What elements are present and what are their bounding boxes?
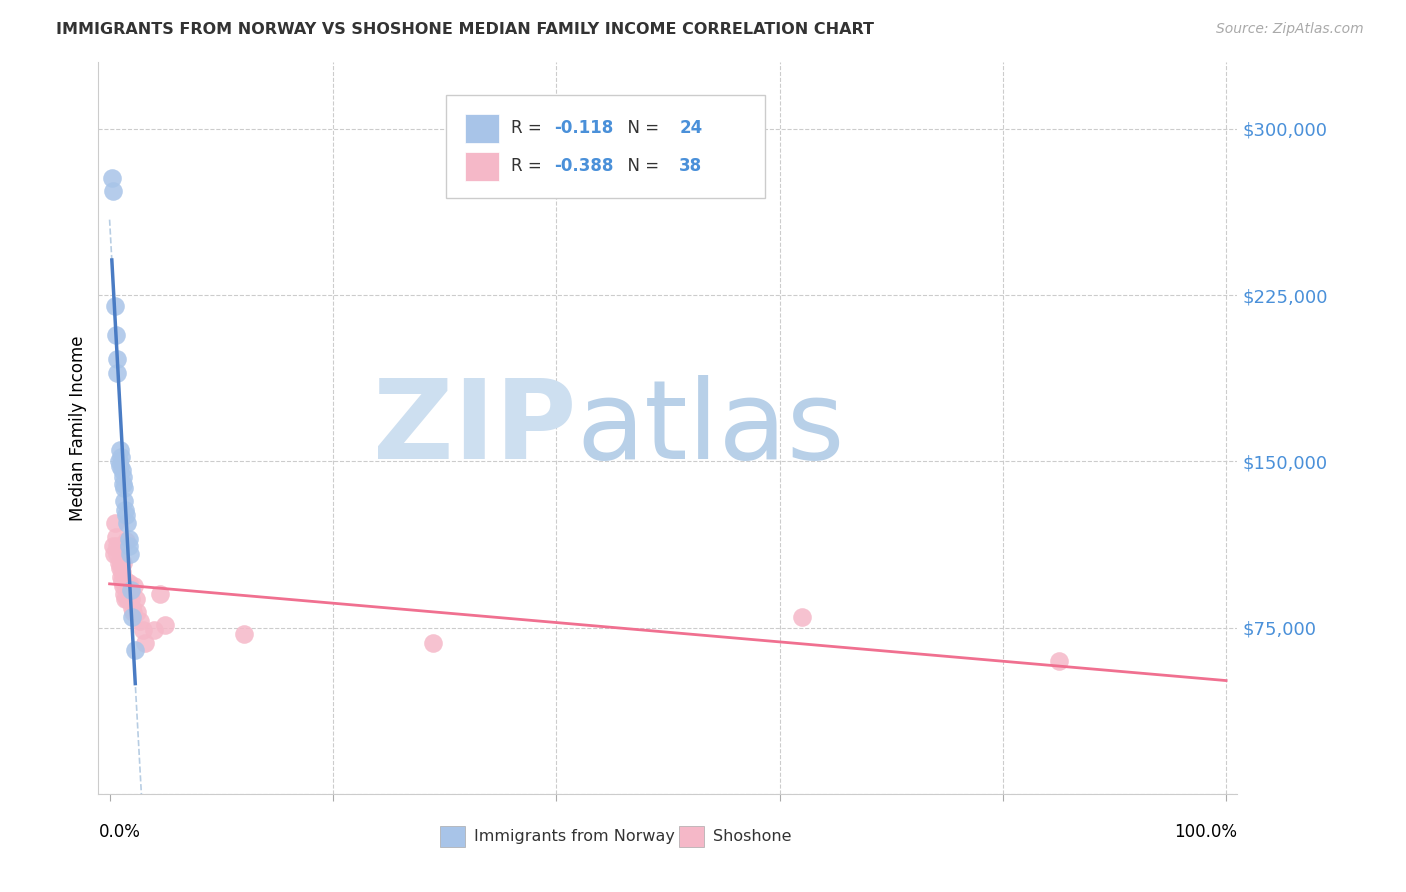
Point (118, 548, 141, 562)
Text: N =: N = (617, 120, 664, 137)
FancyBboxPatch shape (446, 95, 765, 198)
Text: N =: N = (617, 157, 664, 176)
Point (107, 539, 129, 553)
Point (134, 636, 156, 650)
Point (108, 458, 131, 473)
Text: ZIP: ZIP (374, 375, 576, 482)
Point (115, 534, 138, 549)
Text: Shoshone: Shoshone (713, 829, 792, 844)
FancyBboxPatch shape (679, 826, 704, 847)
Point (112, 587, 135, 601)
Point (104, 299, 127, 313)
Point (115, 508, 138, 522)
Y-axis label: Median Family Income: Median Family Income (69, 335, 87, 521)
Point (124, 642, 146, 657)
Text: IMMIGRANTS FROM NORWAY VS SHOSHONE MEDIAN FAMILY INCOME CORRELATION CHART: IMMIGRANTS FROM NORWAY VS SHOSHONE MEDIA… (56, 22, 875, 37)
Point (111, 574, 134, 588)
Point (120, 591, 142, 606)
Point (101, 170, 124, 185)
Point (127, 605, 149, 619)
FancyBboxPatch shape (465, 152, 499, 181)
Point (110, 569, 132, 583)
Text: 38: 38 (679, 157, 703, 176)
Point (121, 609, 143, 624)
Point (101, 184, 124, 198)
Point (117, 582, 139, 597)
Point (122, 578, 145, 592)
Point (117, 576, 139, 591)
Point (115, 574, 138, 588)
Point (111, 557, 134, 571)
Point (108, 443, 131, 458)
Point (117, 516, 139, 531)
Point (132, 623, 155, 637)
Text: R =: R = (510, 157, 547, 176)
Point (1047, 654, 1070, 668)
Point (110, 557, 132, 571)
Point (107, 454, 129, 468)
Text: Immigrants from Norway: Immigrants from Norway (474, 829, 675, 844)
Point (107, 557, 129, 571)
Point (128, 614, 150, 628)
Point (111, 566, 134, 580)
Text: atlas: atlas (576, 375, 845, 482)
Point (104, 516, 127, 531)
Text: 24: 24 (679, 120, 703, 137)
Point (111, 470, 134, 484)
Point (105, 328, 128, 343)
Point (112, 494, 135, 508)
Point (110, 450, 132, 464)
Point (107, 548, 129, 562)
Point (111, 476, 134, 491)
Point (105, 530, 128, 544)
Point (108, 561, 131, 575)
Text: -0.388: -0.388 (554, 157, 613, 176)
Point (114, 503, 136, 517)
Text: 0.0%: 0.0% (98, 823, 141, 841)
Point (112, 481, 135, 495)
Point (121, 600, 143, 615)
Point (155, 618, 177, 632)
Point (111, 578, 134, 592)
Point (117, 591, 139, 606)
Text: R =: R = (510, 120, 547, 137)
Point (111, 463, 134, 477)
Text: Source: ZipAtlas.com: Source: ZipAtlas.com (1216, 22, 1364, 37)
Point (232, 627, 254, 641)
Point (790, 609, 813, 624)
Point (422, 636, 444, 650)
FancyBboxPatch shape (465, 113, 499, 143)
Point (149, 587, 172, 601)
Point (125, 591, 148, 606)
Point (118, 582, 141, 597)
Point (120, 582, 142, 597)
Point (122, 605, 145, 619)
Point (103, 548, 125, 562)
Point (114, 591, 136, 606)
Point (117, 532, 139, 546)
Point (101, 539, 124, 553)
Point (107, 352, 129, 367)
Point (143, 623, 166, 637)
Text: -0.118: -0.118 (554, 120, 613, 137)
Point (117, 539, 139, 553)
FancyBboxPatch shape (440, 826, 465, 847)
Text: 100.0%: 100.0% (1174, 823, 1237, 841)
Point (107, 366, 129, 380)
